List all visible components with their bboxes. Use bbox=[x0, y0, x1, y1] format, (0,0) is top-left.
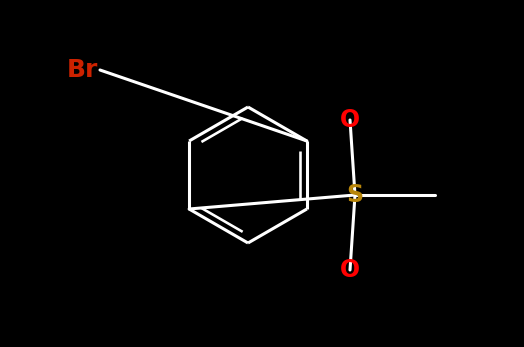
Text: Br: Br bbox=[67, 58, 98, 82]
Text: O: O bbox=[340, 258, 360, 282]
Text: S: S bbox=[346, 183, 364, 207]
Text: O: O bbox=[340, 108, 360, 132]
